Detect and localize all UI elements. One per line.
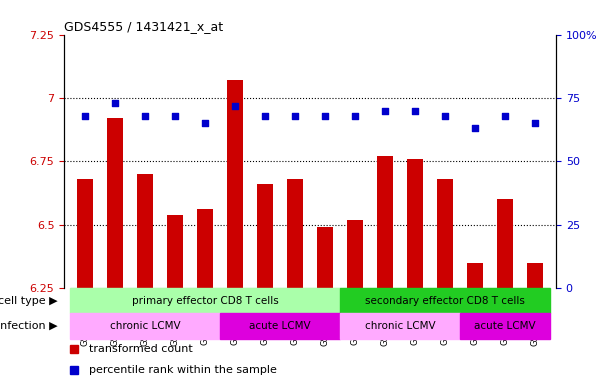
Bar bbox=[167, 215, 183, 288]
Bar bbox=[497, 199, 513, 288]
Point bbox=[440, 113, 450, 119]
Bar bbox=[467, 263, 483, 288]
Point bbox=[170, 113, 180, 119]
Text: GDS4555 / 1431421_x_at: GDS4555 / 1431421_x_at bbox=[64, 20, 223, 33]
Point bbox=[141, 113, 150, 119]
Text: percentile rank within the sample: percentile rank within the sample bbox=[89, 365, 277, 375]
Bar bbox=[340, 288, 550, 313]
Text: secondary effector CD8 T cells: secondary effector CD8 T cells bbox=[365, 296, 525, 306]
Bar bbox=[227, 80, 243, 288]
Text: transformed count: transformed count bbox=[89, 344, 192, 354]
Text: infection ▶: infection ▶ bbox=[0, 321, 57, 331]
Bar bbox=[340, 313, 460, 339]
Point bbox=[470, 125, 480, 131]
Bar bbox=[347, 220, 364, 288]
Bar bbox=[257, 184, 273, 288]
Bar bbox=[70, 313, 220, 339]
Point bbox=[200, 120, 210, 126]
Point bbox=[350, 113, 360, 119]
Text: chronic LCMV: chronic LCMV bbox=[110, 321, 180, 331]
Bar bbox=[287, 179, 303, 288]
Text: chronic LCMV: chronic LCMV bbox=[365, 321, 436, 331]
Bar bbox=[77, 179, 93, 288]
Bar bbox=[137, 174, 153, 288]
Point bbox=[530, 120, 540, 126]
Text: cell type ▶: cell type ▶ bbox=[0, 296, 57, 306]
Point bbox=[110, 100, 120, 106]
Bar bbox=[70, 288, 340, 313]
Text: acute LCMV: acute LCMV bbox=[474, 321, 536, 331]
Bar bbox=[220, 313, 340, 339]
Bar bbox=[527, 263, 543, 288]
Point bbox=[230, 103, 240, 109]
Bar bbox=[407, 159, 423, 288]
Bar bbox=[460, 313, 550, 339]
Point bbox=[80, 113, 90, 119]
Point bbox=[260, 113, 270, 119]
Bar bbox=[107, 118, 123, 288]
Point bbox=[410, 108, 420, 114]
Bar bbox=[317, 227, 334, 288]
Point bbox=[500, 113, 510, 119]
Point bbox=[290, 113, 300, 119]
Text: primary effector CD8 T cells: primary effector CD8 T cells bbox=[132, 296, 279, 306]
Bar bbox=[377, 156, 393, 288]
Bar bbox=[437, 179, 453, 288]
Point bbox=[380, 108, 390, 114]
Text: acute LCMV: acute LCMV bbox=[249, 321, 311, 331]
Bar bbox=[197, 209, 213, 288]
Point bbox=[320, 113, 330, 119]
